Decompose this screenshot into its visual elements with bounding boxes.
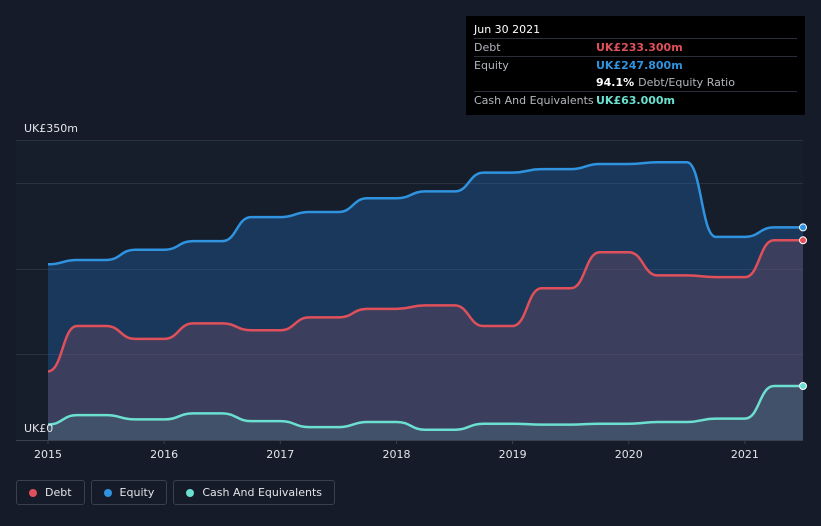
tooltip-ratio-label: Debt/Equity Ratio [638, 76, 735, 89]
end-marker-debt [799, 236, 807, 245]
tooltip-cash-row: Cash And Equivalents UK£63.000m [474, 91, 797, 109]
legend-dot-cash [186, 488, 195, 497]
series-lines [47, 161, 803, 431]
legend-item-cash[interactable]: Cash And Equivalents [173, 480, 335, 505]
x-tick-label-2016: 2016 [150, 448, 178, 461]
area-equity [48, 162, 803, 441]
tooltip-debt-value: UK£233.300m [596, 41, 683, 54]
legend-item-equity[interactable]: Equity [90, 480, 168, 505]
legend-label-cash: Cash And Equivalents [202, 486, 322, 499]
tooltip-date: Jun 30 2021 [474, 23, 541, 36]
axis-labels: UK£350m UK£0 2015 2016 2017 2018 2019 2020 2021 [24, 122, 759, 461]
x-tick-label-2020: 2020 [615, 448, 643, 461]
tooltip-debt-label: Debt [474, 41, 501, 54]
tooltip-ratio-row: 94.1% Debt/Equity Ratio [474, 74, 797, 91]
legend-dot-equity [103, 488, 112, 497]
area-cash [48, 386, 803, 440]
x-tick-label-2017: 2017 [266, 448, 294, 461]
legend-label-debt: Debt [45, 486, 72, 499]
line-equity [47, 161, 803, 266]
series-areas [48, 162, 803, 441]
legend-item-debt[interactable]: Debt [16, 480, 85, 505]
legend-dot-debt [29, 488, 37, 497]
area-debt [48, 240, 803, 440]
tooltip-cash-label: Cash And Equivalents [474, 94, 594, 107]
y-tick-label-top: UK£350m [24, 122, 78, 135]
x-tick-label-2018: 2018 [382, 448, 410, 461]
chart-legend: Debt Equity Cash And Equivalents [16, 480, 335, 505]
y-tick-label-zero: UK£0 [24, 422, 53, 435]
legend-label-equity: Equity [119, 486, 155, 499]
tooltip-equity-row: Equity UK£247.800m [474, 56, 797, 74]
grid-lines [16, 140, 803, 441]
line-cash [47, 384, 803, 431]
tooltip-equity-value: UK£247.800m [596, 59, 683, 72]
tooltip-debt-row: Debt UK£233.300m [474, 38, 797, 56]
series-end-markers [799, 223, 807, 390]
tooltip-ratio-value: 94.1% [596, 76, 635, 89]
x-tick-label-2019: 2019 [499, 448, 527, 461]
plot-area [16, 140, 803, 440]
end-marker-cash [799, 382, 807, 390]
tooltip-equity-label: Equity [474, 59, 509, 72]
x-tick-label-2015: 2015 [34, 448, 62, 461]
hover-tooltip: Jun 30 2021 Debt UK£233.300m Equity UK£2… [466, 16, 805, 115]
line-debt [47, 239, 803, 373]
x-tick-label-2021: 2021 [731, 448, 759, 461]
end-marker-equity [799, 223, 807, 232]
tooltip-cash-value: UK£63.000m [596, 94, 676, 107]
